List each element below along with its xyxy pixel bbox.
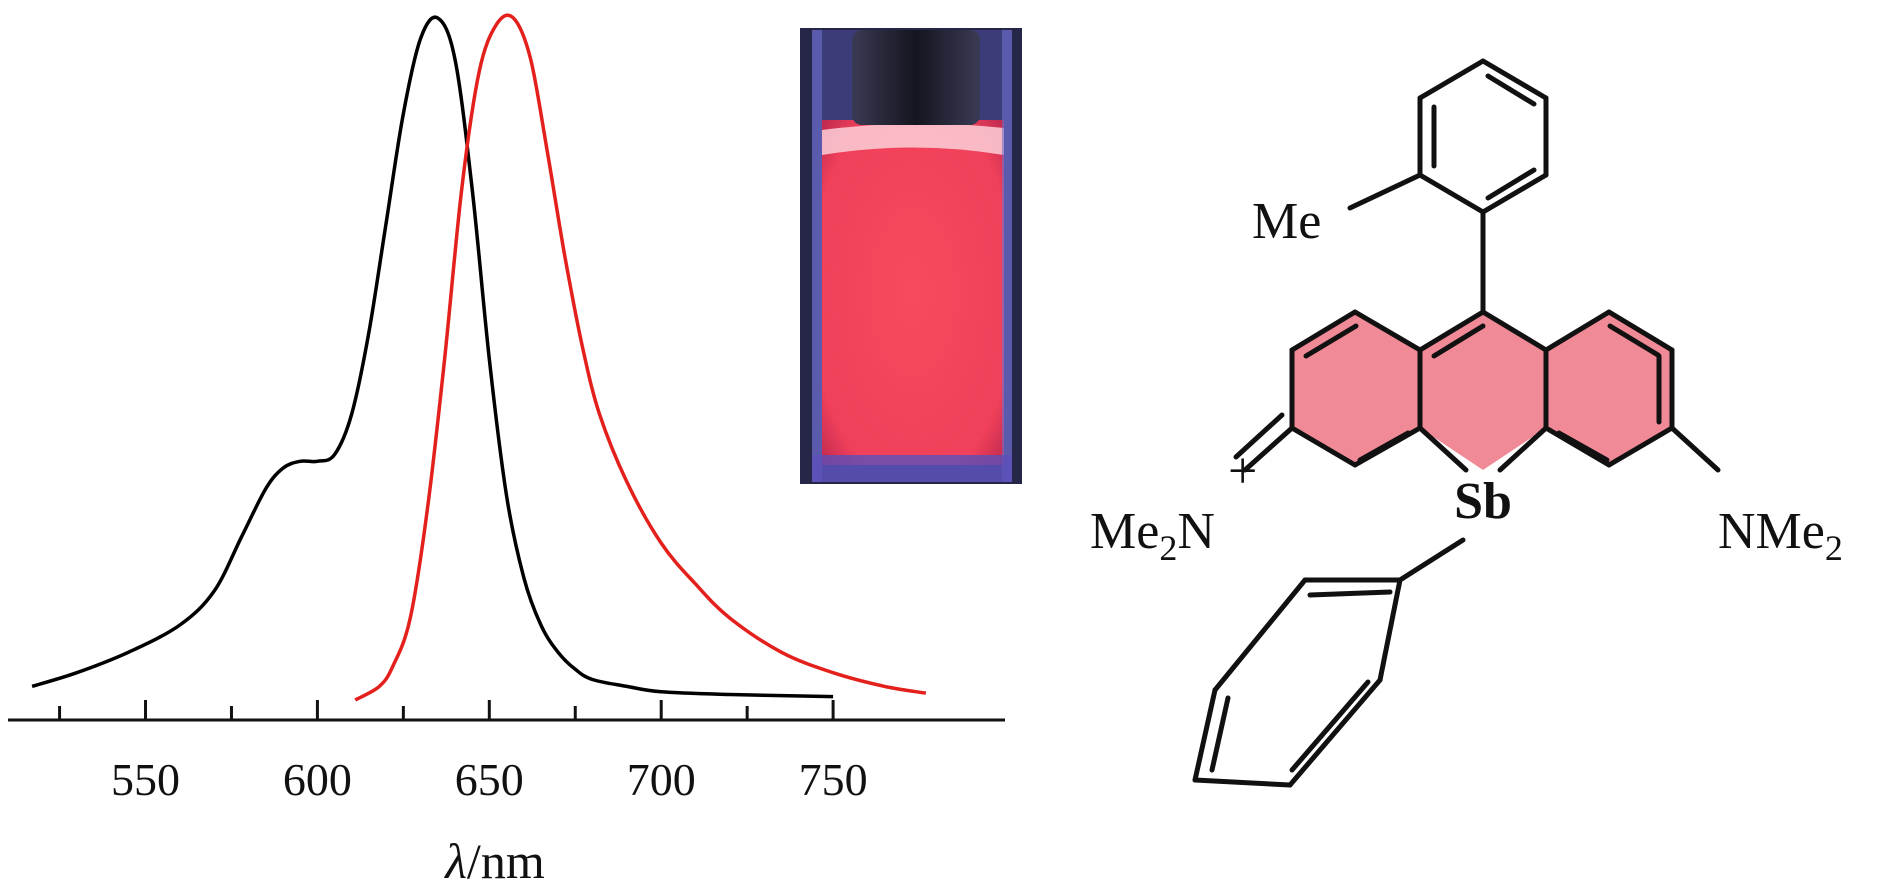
x-axis-title: λ/nm: [443, 833, 545, 886]
cuvette-photo: [800, 28, 1022, 484]
left-amine-n: N: [1177, 503, 1215, 560]
left-amine-sub: 2: [1159, 528, 1177, 568]
chemical-structure: [1192, 58, 1721, 788]
left-amine-me: Me: [1090, 503, 1159, 560]
absorption-series-line: [31, 15, 834, 699]
left-ring-highlight: [1292, 312, 1420, 465]
cuvette-liquid: [822, 120, 1004, 465]
cuvette-right-edge: [1002, 30, 1012, 482]
tolyl-ring-bonds: [1347, 58, 1549, 315]
right-amine-sub: 2: [1825, 528, 1843, 568]
center-ring-bonds: [1417, 309, 1549, 473]
spectrum-chart: 550 600 650 700 750 λ/nm: [8, 13, 1005, 886]
center-ring-highlight: [1420, 312, 1546, 470]
emission-series-line: [354, 13, 927, 702]
methyl-label: Me: [1252, 193, 1321, 250]
x-tick-label: 750: [799, 754, 868, 805]
right-ring-bonds: [1543, 309, 1675, 468]
left-iminium-bond-2: [1233, 412, 1285, 460]
right-amine-text: NMe: [1718, 503, 1825, 560]
left-amine-label: Me2N: [1090, 503, 1215, 568]
x-axis-ticks: [58, 700, 835, 720]
atom-labels: Me Sb Me2N + NMe2: [1090, 193, 1843, 568]
cuvette-bottom: [812, 455, 1012, 482]
left-iminium-bond: [1242, 425, 1295, 473]
x-axis-tick-labels: 550 600 650 700 750: [111, 754, 868, 805]
liquid-meniscus: [822, 123, 1004, 155]
cuvette-left-edge: [812, 30, 822, 482]
left-ring-bonds: [1289, 309, 1423, 468]
series-group: [31, 13, 927, 702]
phenyl-ring-bonds: [1192, 537, 1466, 788]
x-tick-label: 700: [627, 754, 696, 805]
x-tick-label: 650: [455, 754, 524, 805]
x-axis-title-unit: /nm: [467, 833, 545, 886]
right-ring-highlight: [1546, 312, 1672, 465]
antimony-label: Sb: [1454, 473, 1512, 530]
x-tick-label: 550: [111, 754, 180, 805]
x-axis-title-symbol: λ: [443, 833, 467, 886]
cuvette-cap: [852, 30, 980, 125]
right-amine-label: NMe2: [1718, 503, 1843, 568]
left-amine-charge: +: [1228, 443, 1257, 500]
x-tick-label: 600: [283, 754, 352, 805]
right-amine-bond: [1669, 425, 1721, 473]
